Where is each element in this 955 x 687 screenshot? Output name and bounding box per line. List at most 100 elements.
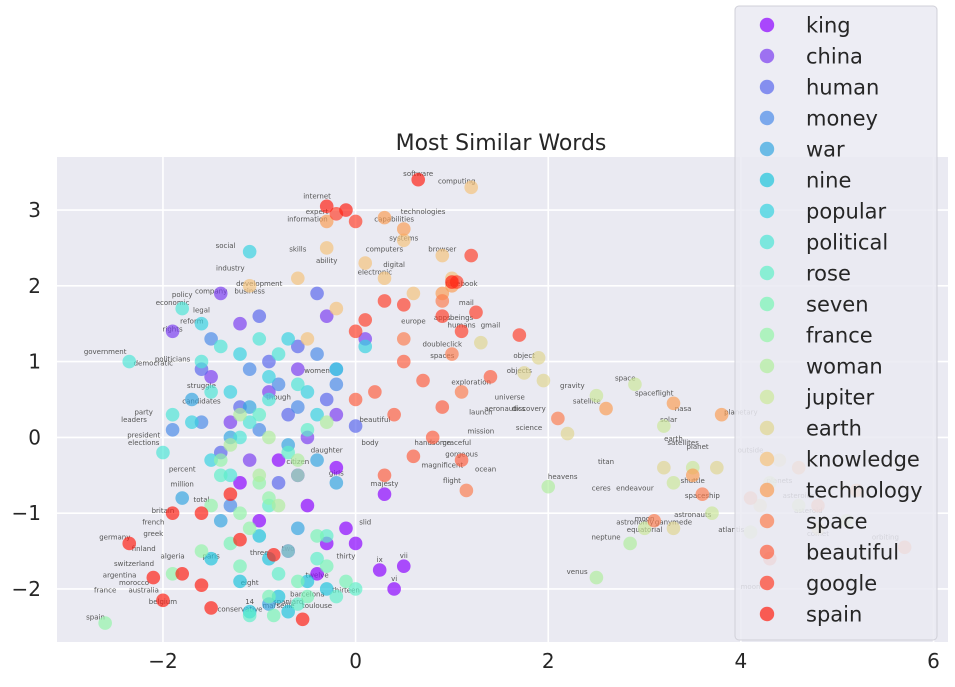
- word-label: magnificent: [421, 462, 463, 470]
- point-spain: [194, 506, 209, 520]
- point-beautiful: [425, 430, 440, 445]
- point-spain: [411, 172, 426, 187]
- point-jupiter: [628, 377, 642, 392]
- word-label: information: [287, 215, 327, 223]
- point-beautiful: [406, 449, 421, 464]
- word-label: switzerland: [114, 560, 154, 568]
- word-label: company: [195, 287, 227, 295]
- word-label: skills: [289, 246, 307, 254]
- point-google: [377, 294, 392, 308]
- point-political: [194, 354, 209, 369]
- word-label: computing: [438, 178, 475, 186]
- x-tick-label: 0: [349, 649, 362, 673]
- y-tick-label: −1: [12, 501, 41, 525]
- point-popular: [185, 415, 199, 430]
- y-tick-label: 0: [28, 425, 41, 449]
- point-human: [291, 339, 305, 354]
- word-label: solar: [660, 416, 677, 424]
- point-jupiter: [705, 506, 719, 520]
- point-war: [310, 453, 324, 467]
- legend-label-knowledge: knowledge: [806, 448, 920, 472]
- word-label: slid: [359, 519, 371, 527]
- legend-label-jupiter: jupiter: [805, 386, 874, 410]
- point-jupiter: [637, 521, 652, 536]
- legend-marker-political: [759, 234, 775, 250]
- point-knowledge: [319, 241, 334, 255]
- point-knowledge: [329, 301, 344, 316]
- word-label: gravity: [560, 382, 585, 390]
- point-political: [242, 415, 257, 430]
- word-label: endeavour: [616, 484, 654, 492]
- word-label: development: [236, 280, 282, 288]
- legend-label-nine: nine: [806, 169, 851, 193]
- point-beautiful: [416, 373, 430, 388]
- point-woman: [233, 407, 247, 422]
- point-popular: [310, 407, 324, 422]
- point-china: [233, 316, 247, 331]
- word-label: science: [516, 424, 542, 432]
- word-label: doubleclick: [423, 340, 463, 348]
- point-france: [165, 566, 180, 581]
- word-label: titan: [598, 458, 614, 466]
- point-woman: [589, 570, 604, 585]
- point-rose: [281, 445, 295, 460]
- word-label: leaders: [121, 416, 147, 424]
- point-china: [204, 369, 218, 384]
- point-woman: [623, 536, 637, 551]
- point-beautiful: [483, 369, 498, 384]
- legend-marker-money: [759, 110, 775, 126]
- word-label: marseille: [262, 602, 294, 610]
- word-label: ability: [316, 257, 337, 265]
- y-tick-label: 2: [28, 274, 41, 298]
- data-points: [98, 172, 912, 630]
- y-tick-label: −2: [12, 577, 41, 601]
- point-technology: [319, 214, 334, 229]
- point-china: [291, 362, 305, 376]
- point-earth: [531, 351, 546, 365]
- point-nine: [319, 582, 334, 596]
- point-technology: [666, 396, 681, 411]
- word-label: policy: [172, 291, 193, 299]
- word-label: ix: [377, 556, 383, 564]
- point-popular: [204, 453, 218, 467]
- point-earth: [666, 521, 681, 536]
- point-china: [223, 415, 238, 430]
- word-label: graceful: [442, 439, 471, 447]
- point-woman: [223, 438, 238, 452]
- word-label: ceres: [592, 484, 611, 492]
- point-space: [445, 347, 459, 361]
- point-beautiful: [377, 468, 392, 483]
- legend-label-seven: seven: [806, 293, 869, 317]
- point-political: [291, 377, 305, 392]
- legend-marker-seven: [759, 296, 775, 312]
- word-label: majesty: [371, 480, 399, 488]
- y-tick-label: 1: [28, 350, 41, 374]
- legend-marker-knowledge: [759, 451, 775, 467]
- point-seven: [310, 529, 324, 543]
- point-king: [387, 582, 401, 596]
- legend-label-rose: rose: [806, 262, 851, 286]
- point-china: [213, 286, 228, 301]
- point-woman: [252, 468, 267, 483]
- word-label: algeria: [161, 553, 185, 561]
- word-label: internet: [303, 193, 331, 201]
- point-seven: [319, 559, 334, 574]
- point-earth: [710, 460, 724, 475]
- word-label: beings: [450, 314, 474, 322]
- word-label: french: [142, 519, 164, 527]
- point-nine: [252, 529, 267, 543]
- point-knowledge: [377, 271, 392, 286]
- word-label: universe: [495, 394, 525, 402]
- point-woman: [262, 430, 276, 445]
- word-label: space: [615, 375, 636, 383]
- point-seven: [266, 608, 281, 623]
- point-google: [435, 309, 450, 323]
- legend-marker-france: [759, 327, 775, 343]
- legend[interactable]: king china human money war nine popular politic…: [734, 5, 938, 641]
- legend-marker-nine: [759, 172, 775, 188]
- point-king: [310, 566, 324, 581]
- point-china: [329, 407, 344, 422]
- legend-label-popular: popular: [806, 200, 887, 224]
- word-label: expert: [306, 208, 329, 216]
